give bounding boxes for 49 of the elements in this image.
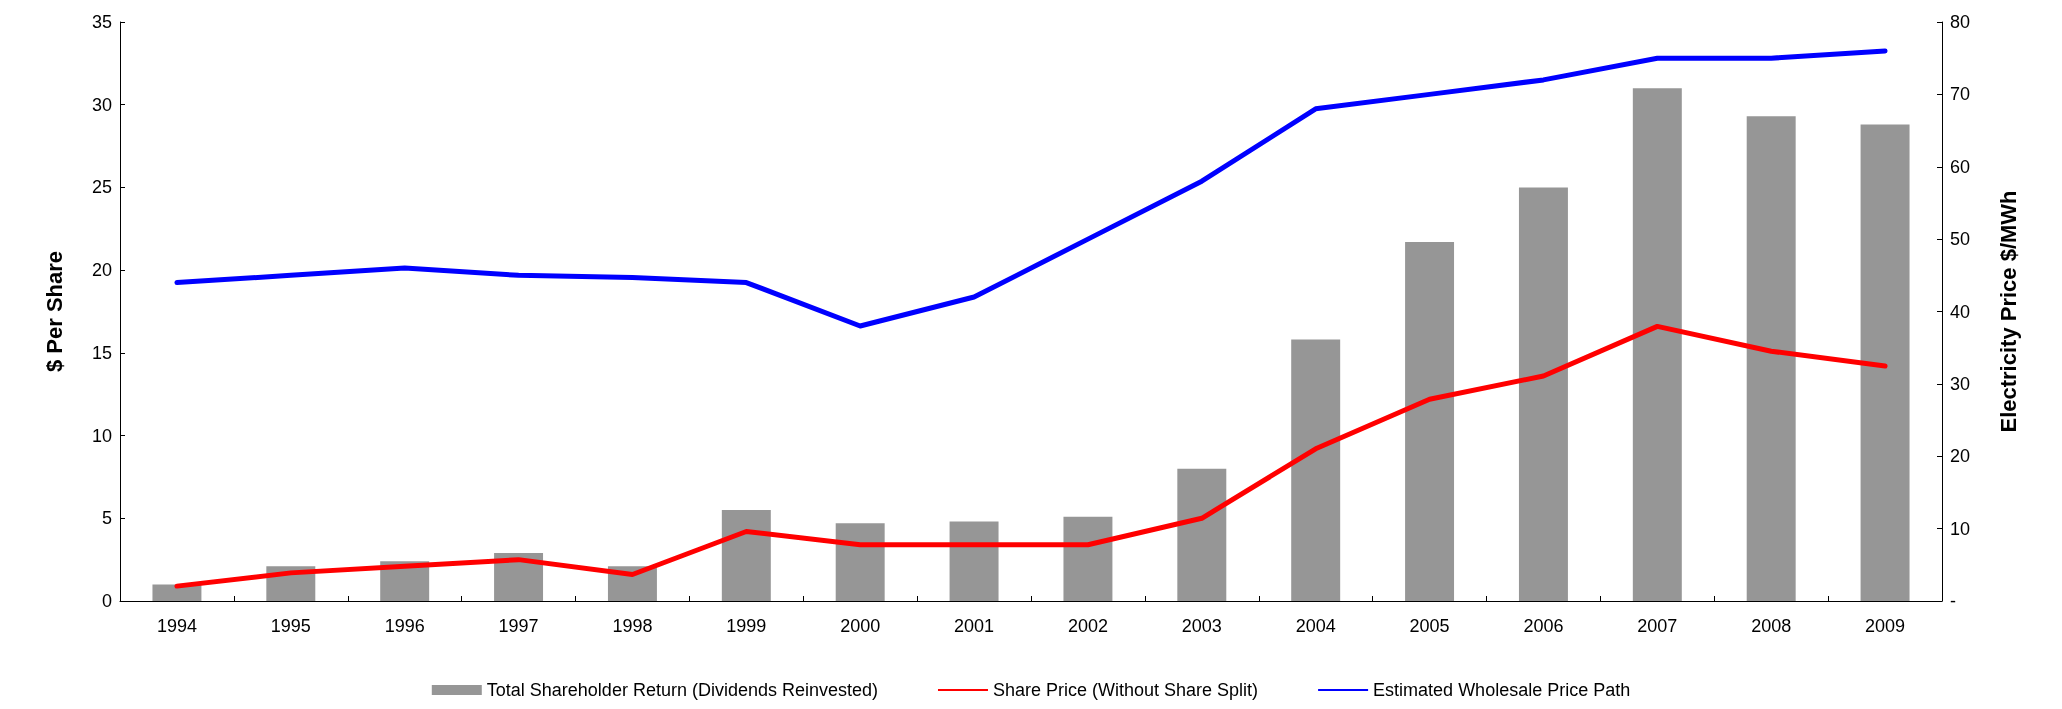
x-tick-label: 2004 bbox=[1295, 616, 1336, 636]
bar bbox=[1860, 124, 1910, 601]
y2-axis-title: Electricity Price $/MWh bbox=[1995, 190, 2021, 433]
y2-tick-label: 30 bbox=[1950, 373, 1971, 394]
x-tick-label: 1996 bbox=[384, 616, 425, 636]
x-tick-label: 1997 bbox=[498, 616, 539, 636]
x-tick-label: 2006 bbox=[1523, 616, 1564, 636]
legend-label: Estimated Wholesale Price Path bbox=[1373, 680, 1631, 700]
x-tick-label: 2008 bbox=[1751, 616, 1792, 636]
y-tick-label: 0 bbox=[101, 591, 112, 611]
y2-tick-label: - bbox=[1950, 591, 1956, 611]
x-tick-label: 2009 bbox=[1865, 616, 1906, 636]
y-tick-label: 35 bbox=[91, 12, 112, 32]
x-tick-label: 2007 bbox=[1637, 616, 1678, 636]
y2-tick-label: 70 bbox=[1950, 84, 1971, 105]
y2-tick-label: 40 bbox=[1950, 301, 1971, 322]
x-tick-label: 2003 bbox=[1181, 616, 1222, 636]
bar bbox=[835, 523, 885, 601]
bar bbox=[1177, 468, 1227, 601]
bar bbox=[1063, 516, 1113, 601]
y2-tick-label: 60 bbox=[1950, 156, 1971, 177]
bar bbox=[1632, 88, 1682, 601]
bar bbox=[949, 521, 999, 601]
y2-tick-label: 20 bbox=[1950, 446, 1971, 467]
bar bbox=[1291, 339, 1341, 601]
y2-tick-label: 80 bbox=[1950, 12, 1971, 32]
y-tick-label: 10 bbox=[91, 425, 112, 446]
x-tick-label: 1994 bbox=[156, 616, 197, 636]
y-tick-label: 25 bbox=[91, 177, 112, 198]
x-tick-label: 2000 bbox=[840, 616, 881, 636]
legend-label: Share Price (Without Share Split) bbox=[992, 680, 1259, 700]
x-tick-label: 2002 bbox=[1067, 616, 1108, 636]
x-tick-label: 1995 bbox=[270, 616, 311, 636]
legend-label: Total Shareholder Return (Dividends Reinvested) bbox=[486, 680, 878, 700]
x-tick-label: 2001 bbox=[954, 616, 995, 636]
y-tick-label: 5 bbox=[101, 508, 112, 529]
y2-tick-label: 10 bbox=[1950, 518, 1971, 539]
y-tick-label: 20 bbox=[91, 260, 112, 281]
y-axis-title: $ Per Share bbox=[41, 250, 67, 373]
bar bbox=[1518, 187, 1568, 601]
bar bbox=[1746, 116, 1796, 601]
x-tick-label: 1999 bbox=[726, 616, 767, 636]
bar bbox=[721, 510, 771, 601]
y-tick-label: 15 bbox=[91, 342, 112, 363]
x-tick-label: 2005 bbox=[1409, 616, 1450, 636]
bar bbox=[1405, 242, 1455, 601]
y-tick-label: 30 bbox=[91, 94, 112, 115]
y2-tick-label: 50 bbox=[1950, 229, 1971, 250]
x-tick-label: 1998 bbox=[612, 616, 653, 636]
